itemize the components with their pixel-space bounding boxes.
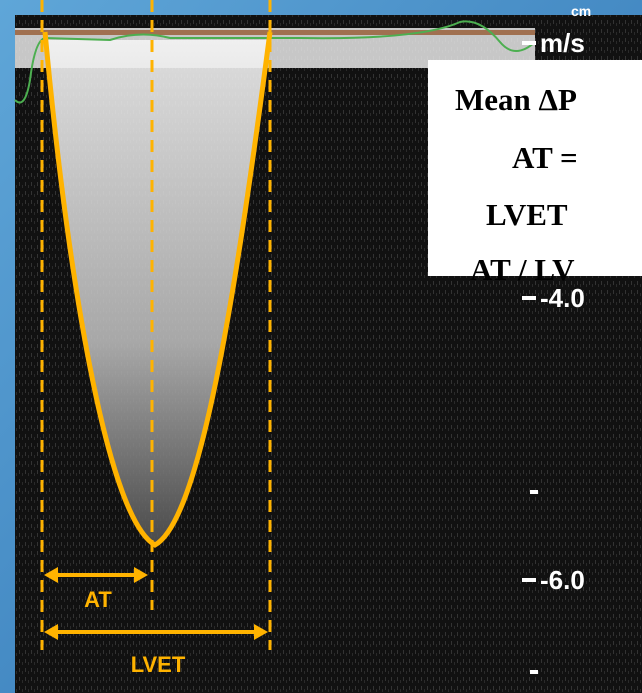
scale-unit: m/s xyxy=(540,28,585,58)
info-line: AT / LV xyxy=(470,252,575,287)
scale-label: -4.0 xyxy=(540,283,585,313)
markers xyxy=(40,0,272,650)
info-box xyxy=(428,60,642,276)
ecg-trace xyxy=(14,20,536,104)
info-line: LVET xyxy=(486,197,568,232)
scale-ticks xyxy=(522,41,538,674)
scale-label: -6.0 xyxy=(540,565,585,595)
baseline xyxy=(15,30,535,35)
lvet-label: LVET xyxy=(131,652,186,677)
info-line: Mean ΔP xyxy=(455,82,577,117)
info-line: AT = xyxy=(512,140,578,175)
arrows xyxy=(44,567,268,640)
scale-unit-overlay: cm xyxy=(571,3,591,19)
at-label: AT xyxy=(84,587,112,612)
envelope-trace xyxy=(42,31,273,548)
